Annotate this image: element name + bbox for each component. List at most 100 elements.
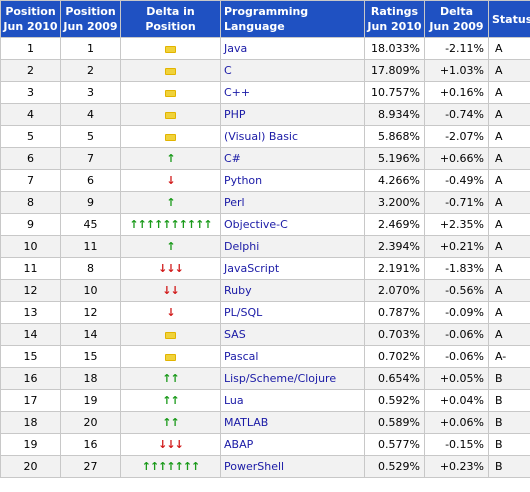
language-cell[interactable]: Lisp/Scheme/Clojure [220,367,365,390]
position-2009-cell: 3 [60,81,121,104]
position-2010-cell: 16 [0,367,61,390]
up-arrow-icon: ↑↑ [162,372,179,385]
language-cell[interactable]: Python [220,169,365,192]
rating-cell: 0.654% [364,367,425,390]
rating-cell: 5.868% [364,125,425,148]
language-link[interactable]: Python [224,174,263,187]
language-link[interactable]: SAS [224,328,246,341]
status-cell: B [488,433,530,456]
language-link[interactable]: Objective-C [224,218,288,231]
language-cell[interactable]: MATLAB [220,411,365,434]
position-2009-cell: 20 [60,411,121,434]
language-link[interactable]: PL/SQL [224,306,263,319]
language-link[interactable]: MATLAB [224,416,269,429]
language-cell[interactable]: JavaScript [220,257,365,280]
delta-position-cell: ↓ [120,169,221,192]
language-cell[interactable]: Pascal [220,345,365,368]
language-cell[interactable]: PHP [220,103,365,126]
up-arrow-icon: ↑ [166,152,175,165]
language-link[interactable]: Delphi [224,240,260,253]
language-cell[interactable]: Perl [220,191,365,214]
rating-cell: 5.196% [364,147,425,170]
language-link[interactable]: ABAP [224,438,254,451]
delta-position-cell: ↑↑ [120,367,221,390]
position-2009-cell: 16 [60,433,121,456]
header-row: Position Jun 2010 Position Jun 2009 Delt… [0,0,530,38]
language-cell[interactable]: C# [220,147,365,170]
position-2010-cell: 1 [0,37,61,60]
delta-position-cell: ↑↑↑↑↑↑↑ [120,455,221,478]
down-arrow-icon: ↓ [166,174,175,187]
language-cell[interactable]: Objective-C [220,213,365,236]
position-2010-cell: 2 [0,59,61,82]
table-row: 17 19 ↑↑ Lua 0.592% +0.04% B [0,389,530,412]
language-link[interactable]: C++ [224,86,251,99]
language-link[interactable]: Perl [224,196,245,209]
delta-position-cell: ↑↑↑↑↑↑↑↑↑↑ [120,213,221,236]
language-cell[interactable]: PL/SQL [220,301,365,324]
delta-position-cell [120,323,221,346]
table-row: 4 4 PHP 8.934% -0.74% A [0,103,530,126]
position-2010-cell: 6 [0,147,61,170]
position-2010-cell: 13 [0,301,61,324]
delta-cell: -0.56% [424,279,489,302]
language-link[interactable]: Ruby [224,284,252,297]
delta-cell: -0.71% [424,191,489,214]
language-link[interactable]: Lua [224,394,244,407]
delta-position-cell [120,125,221,148]
language-link[interactable]: PHP [224,108,246,121]
language-cell[interactable]: C++ [220,81,365,104]
delta-position-cell: ↑ [120,235,221,258]
position-2009-cell: 6 [60,169,121,192]
rating-cell: 0.529% [364,455,425,478]
language-link[interactable]: C [224,64,232,77]
language-link[interactable]: Lisp/Scheme/Clojure [224,372,337,385]
header-language: Programming Language [220,0,365,38]
up-arrow-icon: ↑↑ [162,416,179,429]
language-link[interactable]: PowerShell [224,460,285,473]
language-cell[interactable]: C [220,59,365,82]
status-cell: A [488,37,530,60]
language-cell[interactable]: Delphi [220,235,365,258]
language-cell[interactable]: Lua [220,389,365,412]
table-row: 9 45 ↑↑↑↑↑↑↑↑↑↑ Objective-C 2.469% +2.35% A [0,213,530,236]
delta-position-cell: ↓ [120,301,221,324]
language-cell[interactable]: (Visual) Basic [220,125,365,148]
delta-cell: +0.66% [424,147,489,170]
delta-position-cell: ↓↓↓ [120,257,221,280]
position-2009-cell: 9 [60,191,121,214]
position-2010-cell: 3 [0,81,61,104]
status-cell: B [488,367,530,390]
ranking-table: Position Jun 2010 Position Jun 2009 Delt… [0,0,530,478]
header-status: Status [488,0,530,38]
language-link[interactable]: C# [224,152,241,165]
language-cell[interactable]: SAS [220,323,365,346]
table-row: 11 8 ↓↓↓ JavaScript 2.191% -1.83% A [0,257,530,280]
table-row: 3 3 C++ 10.757% +0.16% A [0,81,530,104]
language-link[interactable]: Java [224,42,248,55]
delta-cell: -0.06% [424,323,489,346]
rating-cell: 4.266% [364,169,425,192]
delta-position-cell [120,37,221,60]
status-cell: A [488,169,530,192]
delta-cell: -0.74% [424,103,489,126]
status-cell: A [488,147,530,170]
language-link[interactable]: Pascal [224,350,259,363]
rating-cell: 17.809% [364,59,425,82]
delta-cell: -2.11% [424,37,489,60]
language-link[interactable]: JavaScript [224,262,280,275]
delta-cell: +0.21% [424,235,489,258]
table-body: 1 1 Java 18.033% -2.11% A 2 2 C 17.809% +1.03% A 3 3 C… [0,37,530,478]
language-cell[interactable]: Ruby [220,279,365,302]
language-cell[interactable]: PowerShell [220,455,365,478]
language-link[interactable]: (Visual) Basic [224,130,299,143]
language-cell[interactable]: ABAP [220,433,365,456]
up-arrow-icon: ↑↑ [162,394,179,407]
position-2009-cell: 27 [60,455,121,478]
equal-icon [165,353,176,361]
status-cell: A- [488,345,530,368]
position-2010-cell: 14 [0,323,61,346]
table-row: 5 5 (Visual) Basic 5.868% -2.07% A [0,125,530,148]
language-cell[interactable]: Java [220,37,365,60]
delta-cell: +0.05% [424,367,489,390]
